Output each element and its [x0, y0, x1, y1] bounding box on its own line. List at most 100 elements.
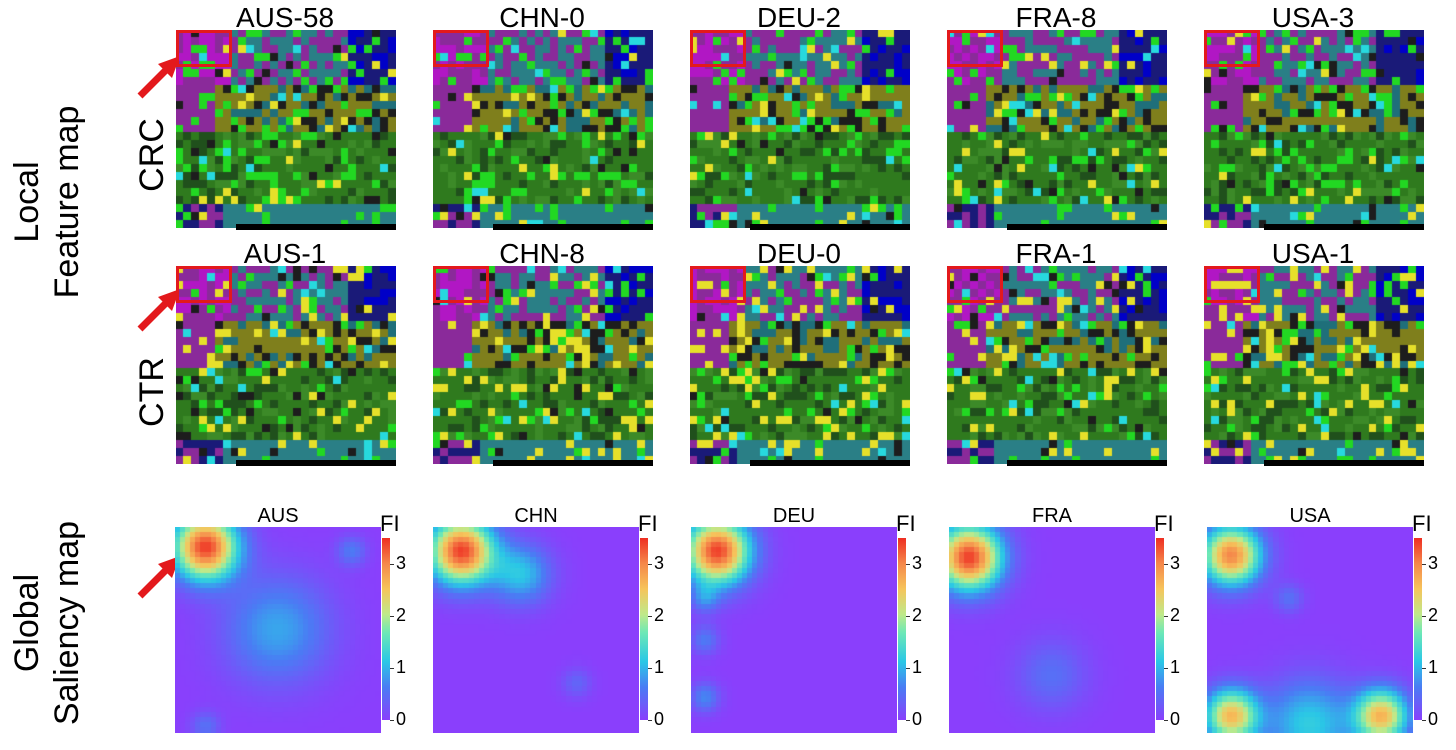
- colorbar-tick-mark: [1164, 564, 1168, 565]
- colorbar-tick-mark: [648, 668, 652, 669]
- axis-bar: [1264, 224, 1424, 230]
- global-title-fra: FRA: [1032, 505, 1072, 527]
- feature-map-ctr-aus: [176, 266, 396, 464]
- colorbar-tick-mark: [648, 564, 652, 565]
- feature-map-crc-chn: [433, 30, 653, 228]
- highlight-box: [433, 266, 489, 303]
- global-title-deu: DEU: [772, 505, 816, 527]
- colorbar-tick-label: 0: [912, 709, 923, 729]
- ctr-title-fra: FRA-1: [1015, 238, 1097, 269]
- feature-map-ctr-fra: [947, 266, 1167, 464]
- colorbar: [382, 538, 390, 720]
- highlight-box: [176, 266, 232, 303]
- axis-bar: [493, 460, 653, 466]
- colorbar-tick-mark: [1422, 564, 1426, 565]
- colorbar-tick-label: 2: [1170, 605, 1181, 625]
- arrow-icon-crc: [137, 56, 180, 99]
- colorbar-tick-label: 3: [1170, 553, 1181, 573]
- feature-map-crc-usa: [1204, 30, 1424, 228]
- colorbar-tick-label: 2: [912, 605, 923, 625]
- colorbar-tick-label: 0: [396, 709, 407, 729]
- feature-map-crc-aus: [176, 30, 396, 228]
- colorbar-label: FI: [638, 511, 658, 536]
- colorbar-tick-label: 0: [1428, 709, 1439, 729]
- colorbar: [1414, 538, 1422, 720]
- colorbar-tick-mark: [1164, 616, 1168, 617]
- colorbar-label: FI: [1412, 511, 1432, 536]
- arrow-icon-global: [137, 556, 180, 599]
- feature-map-crc-fra: [947, 30, 1167, 228]
- highlight-box: [1204, 266, 1260, 303]
- colorbar-tick-label: 3: [396, 553, 407, 573]
- ctr-title-deu: DEU-0: [756, 238, 841, 269]
- crc-title-chn: CHN-0: [499, 2, 585, 33]
- colorbar-tick-mark: [1422, 616, 1426, 617]
- feature-map-ctr-usa: [1204, 266, 1424, 464]
- colorbar-tick-label: 3: [912, 553, 923, 573]
- crc-title-deu: DEU-2: [756, 2, 841, 33]
- feature-map-ctr-chn: [433, 266, 653, 464]
- global-title-chn: CHN: [514, 505, 558, 527]
- axis-bar: [1007, 224, 1167, 230]
- ctr-title-usa: USA-1: [1271, 238, 1355, 269]
- colorbar-tick-mark: [906, 616, 910, 617]
- colorbar-tick-mark: [1164, 720, 1168, 721]
- colorbar-tick-mark: [390, 564, 394, 565]
- highlight-box: [690, 266, 746, 303]
- colorbar-tick-label: 1: [396, 657, 407, 677]
- axis-bar: [1264, 460, 1424, 466]
- colorbar-tick-label: 0: [654, 709, 665, 729]
- colorbar-tick-label: 3: [654, 553, 665, 573]
- colorbar-label: FI: [380, 511, 400, 536]
- ctr-title-chn: CHN-8: [499, 238, 585, 269]
- highlight-box: [690, 30, 746, 67]
- crc-title-fra: FRA-8: [1015, 2, 1097, 33]
- highlight-box: [176, 30, 232, 67]
- arrow-icon-ctr: [137, 289, 180, 332]
- local-feature-map-label: Local Feature map: [8, 105, 86, 299]
- colorbar-tick-mark: [1422, 668, 1426, 669]
- colorbar-label: FI: [1154, 511, 1174, 536]
- colorbar-tick-mark: [648, 616, 652, 617]
- colorbar-tick-label: 1: [654, 657, 665, 677]
- highlight-box: [947, 266, 1003, 303]
- axis-bar: [236, 224, 396, 230]
- colorbar-tick-label: 1: [1170, 657, 1181, 677]
- colorbar-tick-mark: [390, 668, 394, 669]
- feature-map-crc-deu: [690, 30, 910, 228]
- crc-title-aus: AUS-58: [235, 2, 335, 33]
- colorbar-tick-mark: [906, 668, 910, 669]
- colorbar-tick-label: 2: [654, 605, 665, 625]
- axis-bar: [750, 460, 910, 466]
- colorbar-tick-mark: [1164, 668, 1168, 669]
- colorbar: [640, 538, 648, 720]
- colorbar-tick-mark: [648, 720, 652, 721]
- saliency-map-chn: [433, 527, 639, 733]
- saliency-map-fra: [949, 527, 1155, 733]
- feature-map-ctr-deu: [690, 266, 910, 464]
- axis-bar: [493, 224, 653, 230]
- colorbar-tick-label: 2: [396, 605, 407, 625]
- colorbar: [1156, 538, 1164, 720]
- row-label-ctr: CTR: [133, 357, 171, 427]
- colorbar-tick-label: 2: [1428, 605, 1439, 625]
- global-title-usa: USA: [1289, 505, 1331, 527]
- colorbar-label: FI: [896, 511, 916, 536]
- saliency-map-usa: [1207, 527, 1413, 733]
- colorbar-tick-label: 1: [912, 657, 923, 677]
- highlight-box: [1204, 30, 1260, 67]
- colorbar-tick-label: 1: [1428, 657, 1439, 677]
- saliency-map-deu: [691, 527, 897, 733]
- colorbar: [898, 538, 906, 720]
- ctr-title-aus: AUS-1: [243, 238, 327, 269]
- axis-bar: [236, 460, 396, 466]
- highlight-box: [433, 30, 489, 67]
- axis-bar: [1007, 460, 1167, 466]
- colorbar-tick-mark: [1422, 720, 1426, 721]
- colorbar-tick-mark: [390, 720, 394, 721]
- colorbar-tick-label: 3: [1428, 553, 1439, 573]
- colorbar-tick-mark: [906, 720, 910, 721]
- colorbar-tick-mark: [390, 616, 394, 617]
- saliency-map-aus: [175, 527, 381, 733]
- global-title-aus: AUS: [257, 505, 299, 527]
